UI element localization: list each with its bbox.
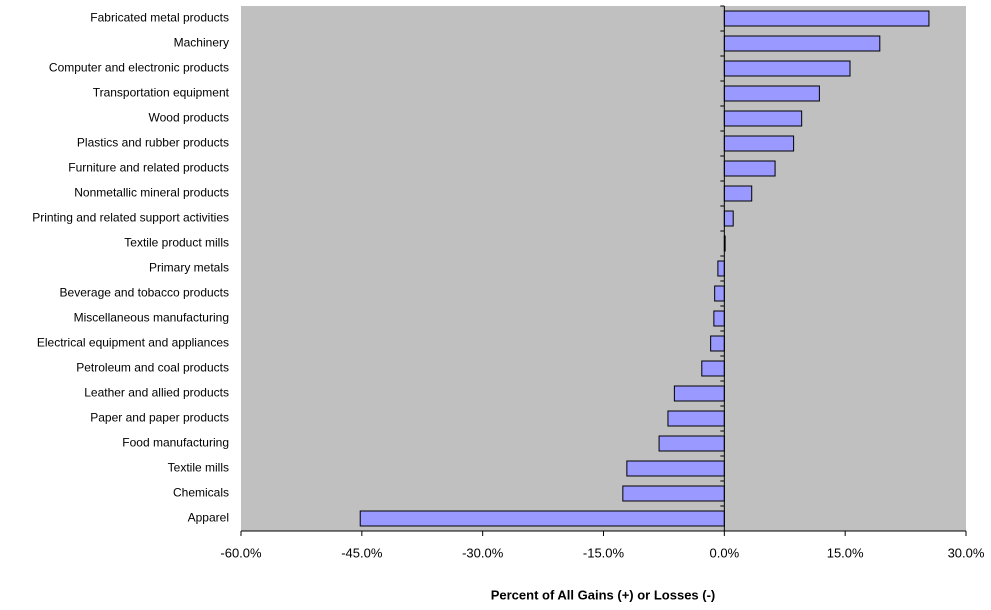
y-tick-label: Petroleum and coal products	[76, 361, 229, 375]
x-tick-label: 30.0%	[948, 545, 985, 560]
y-tick-label: Textile product mills	[124, 236, 229, 250]
bar	[701, 360, 725, 377]
bar	[622, 485, 725, 502]
y-tick-label: Apparel	[188, 511, 229, 525]
bar	[714, 285, 725, 302]
y-tick-label: Furniture and related products	[68, 161, 229, 175]
x-tick-label: -45.0%	[341, 545, 383, 560]
bar	[723, 35, 881, 52]
y-tick-label: Fabricated metal products	[90, 11, 229, 25]
x-tick-label: 15.0%	[827, 545, 864, 560]
y-tick-label: Machinery	[174, 36, 229, 50]
bar	[723, 110, 803, 127]
bar	[723, 160, 776, 177]
y-tick-label: Wood products	[149, 111, 230, 125]
bar	[723, 210, 734, 227]
bar	[723, 185, 753, 202]
bar	[359, 510, 725, 527]
bar	[658, 435, 725, 452]
y-tick-label: Chemicals	[173, 486, 229, 500]
bar	[710, 335, 725, 352]
y-tick-label: Electrical equipment and appliances	[37, 336, 229, 350]
y-tick-label: Food manufacturing	[122, 436, 229, 450]
x-tick-label: 0.0%	[710, 545, 740, 560]
bar	[713, 310, 725, 327]
bar	[673, 385, 725, 402]
bar	[723, 60, 851, 77]
y-tick-label: Textile mills	[168, 461, 229, 475]
y-tick-label: Printing and related support activities	[32, 211, 229, 225]
y-tick-label: Computer and electronic products	[49, 61, 229, 75]
x-tick-label: -15.0%	[583, 545, 625, 560]
x-axis-title: Percent of All Gains (+) or Losses (-)	[491, 587, 716, 602]
bar	[626, 460, 725, 477]
y-tick-label: Nonmetallic mineral products	[74, 186, 229, 200]
bar	[723, 10, 930, 27]
y-tick-label: Miscellaneous manufacturing	[74, 311, 229, 325]
bar	[723, 85, 820, 102]
plot-area	[241, 6, 966, 531]
bar	[667, 410, 725, 427]
x-tick-label: -60.0%	[220, 545, 262, 560]
x-tick-label: -30.0%	[462, 545, 504, 560]
bar	[717, 260, 725, 277]
y-tick-label: Primary metals	[149, 261, 229, 275]
y-tick-label: Transportation equipment	[93, 86, 230, 100]
y-tick-label: Leather and allied products	[84, 386, 229, 400]
y-tick-label: Plastics and rubber products	[77, 136, 229, 150]
bar	[723, 135, 795, 152]
y-tick-label: Beverage and tobacco products	[60, 286, 229, 300]
y-tick-label: Paper and paper products	[90, 411, 229, 425]
